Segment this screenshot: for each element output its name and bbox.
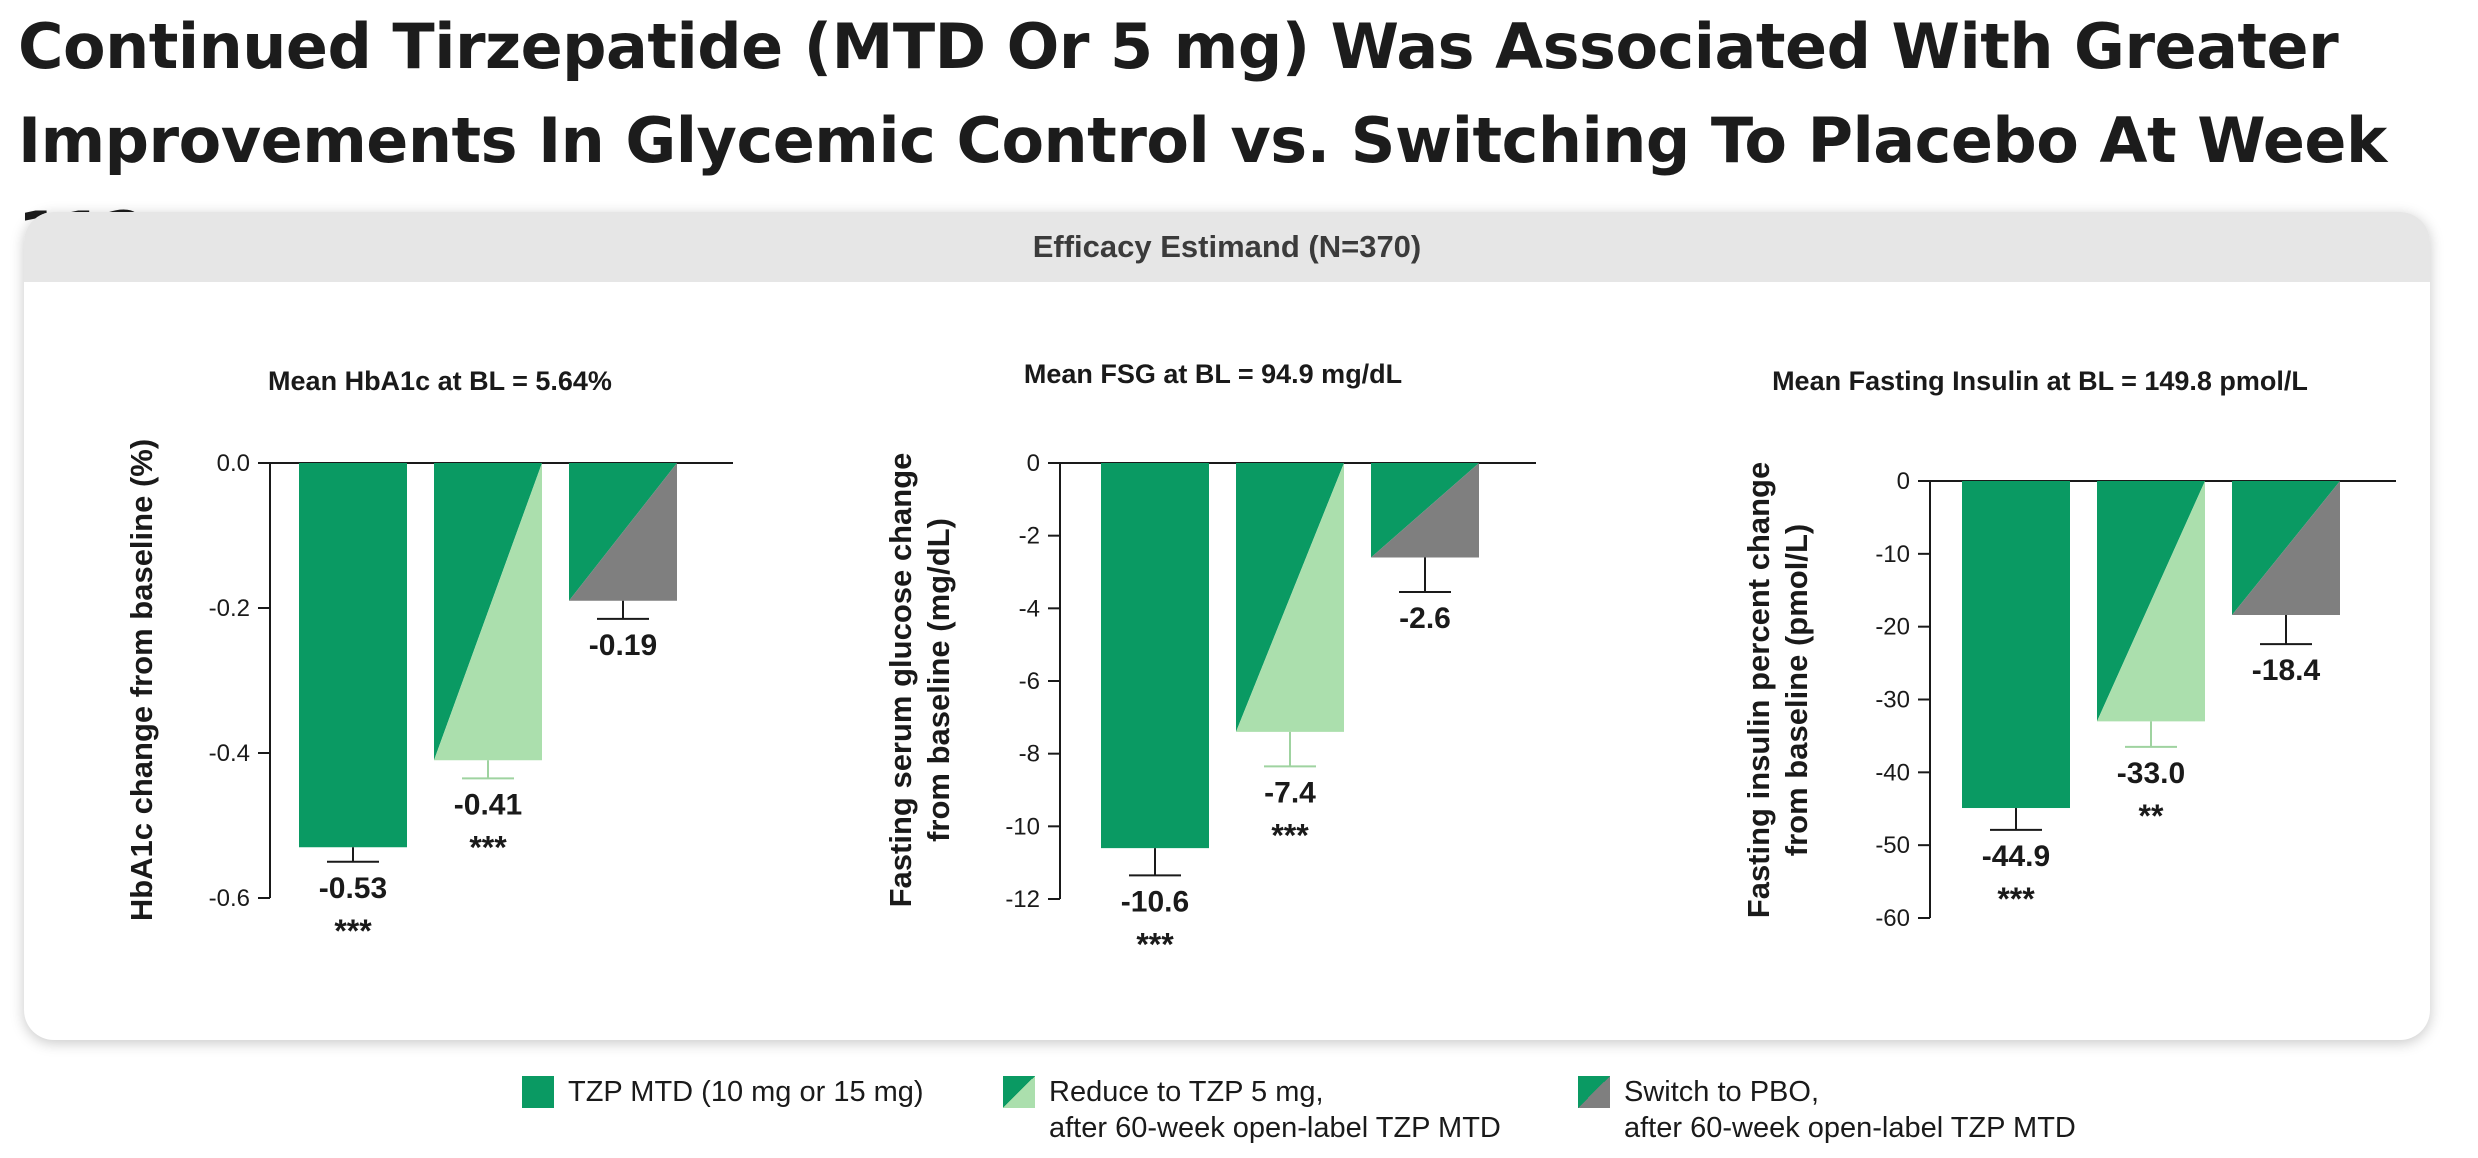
y-axis-label-line: from baseline (pmol/L)	[1779, 524, 1814, 856]
y-tick-label: -40	[1875, 759, 1910, 786]
y-axis-label: Fasting insulin percent changefrom basel…	[1741, 462, 1814, 918]
bar-tzp-mtd	[1101, 463, 1209, 849]
legend-label-sub: after 60-week open-label TZP MTD	[1624, 1112, 2076, 1144]
y-tick-label: -20	[1875, 614, 1910, 641]
bar-pbo-lower	[2232, 481, 2340, 616]
y-tick-label: -6	[1019, 668, 1040, 695]
slide-title: Continued Tirzepatide (MTD Or 5 mg) Was …	[18, 0, 2478, 282]
legend-swatch-solid-icon	[522, 1076, 554, 1108]
slide-title-line-2: Improvements In Glycemic Control vs. Swi…	[18, 104, 2387, 271]
slide-title-line-1: Continued Tirzepatide (MTD Or 5 mg) Was …	[18, 10, 2339, 83]
y-axis-label: Fasting serum glucose changefrom baselin…	[883, 453, 956, 908]
bar-tzp-5mg-lower	[2097, 481, 2205, 722]
bar-pbo-lower	[569, 463, 677, 601]
chart-title: Mean FSG at BL = 94.9 mg/dL	[1024, 359, 1402, 389]
y-tick-label: 0.0	[217, 450, 250, 477]
significance-label: ***	[1271, 817, 1309, 853]
data-label: -10.6	[1121, 885, 1189, 918]
bar-tzp-5mg-lower	[1236, 463, 1344, 732]
y-tick-label: -30	[1875, 687, 1910, 714]
insulin-chart: Mean Fasting Insulin at BL = 149.8 pmol/…	[1741, 366, 2396, 932]
y-tick-label: -8	[1019, 741, 1040, 768]
data-label: -33.0	[2117, 757, 2185, 790]
bar-tzp-5mg-upper	[1236, 463, 1344, 732]
y-tick-label: -0.2	[209, 595, 250, 622]
significance-label: ***	[469, 829, 507, 865]
chart-title: Mean Fasting Insulin at BL = 149.8 pmol/…	[1772, 366, 2308, 396]
y-axis-label: HbA1c change from baseline (%)	[124, 439, 159, 921]
data-label: -0.53	[319, 872, 387, 905]
y-tick-label: 0	[1027, 450, 1040, 477]
hba1c-chart: Mean HbA1c at BL = 5.64% HbA1c change fro…	[124, 366, 733, 949]
significance-label: ***	[334, 913, 372, 949]
legend-item-pbo: Switch to PBO, after 60-week open-label …	[1578, 1074, 2076, 1146]
legend-label: TZP MTD (10 mg or 15 mg)	[568, 1076, 924, 1108]
y-tick-label: -0.4	[209, 740, 250, 767]
legend-swatch-split-light-icon	[1003, 1076, 1035, 1108]
y-tick-label: -12	[1005, 886, 1040, 913]
significance-label: ***	[1136, 926, 1174, 962]
data-label: -0.41	[454, 788, 522, 821]
y-tick-label: -10	[1875, 541, 1910, 568]
bar-tzp-5mg-lower	[434, 463, 542, 761]
y-tick-label: -0.6	[209, 885, 250, 912]
card-header: Efficacy Estimand (N=370)	[24, 212, 2430, 282]
y-axis-label-line: HbA1c change from baseline (%)	[124, 439, 159, 921]
legend-label: Reduce to TZP 5 mg,	[1049, 1076, 1324, 1108]
legend-swatch-split-gray-icon	[1578, 1076, 1610, 1108]
y-tick-label: -50	[1875, 832, 1910, 859]
y-tick-label: -10	[1005, 813, 1040, 840]
data-label: -0.19	[589, 629, 657, 662]
y-axis-label-line: from baseline (mg/dL)	[921, 518, 956, 842]
chart-legend: TZP MTD (10 mg or 15 mg) Reduce to TZP 5…	[0, 1074, 2478, 1158]
y-axis-label-line: Fasting serum glucose change	[883, 453, 918, 908]
legend-item-tzp-mtd: TZP MTD (10 mg or 15 mg)	[522, 1074, 924, 1110]
chart-title: Mean HbA1c at BL = 5.64%	[268, 366, 612, 396]
data-label: -7.4	[1264, 776, 1316, 809]
data-label: -18.4	[2252, 654, 2321, 687]
significance-label: **	[2139, 798, 2164, 834]
data-label: -44.9	[1982, 840, 2050, 873]
bar-pbo-upper	[1371, 463, 1479, 558]
y-tick-label: -4	[1019, 595, 1040, 622]
legend-item-tzp-5mg: Reduce to TZP 5 mg, after 60-week open-l…	[1003, 1074, 1501, 1146]
bar-tzp-mtd	[1962, 481, 2070, 809]
bar-tzp-mtd	[299, 463, 407, 848]
data-label: -2.6	[1399, 602, 1451, 635]
legend-label: Switch to PBO,	[1624, 1076, 1820, 1108]
y-tick-label: 0	[1897, 468, 1910, 495]
y-axis-label-line: Fasting insulin percent change	[1741, 462, 1776, 918]
y-tick-label: -60	[1875, 905, 1910, 932]
y-tick-label: -2	[1019, 523, 1040, 550]
legend-label-sub: after 60-week open-label TZP MTD	[1049, 1112, 1501, 1144]
fsg-chart: Mean FSG at BL = 94.9 mg/dL Fasting serum…	[883, 359, 1536, 962]
significance-label: ***	[1997, 881, 2035, 917]
